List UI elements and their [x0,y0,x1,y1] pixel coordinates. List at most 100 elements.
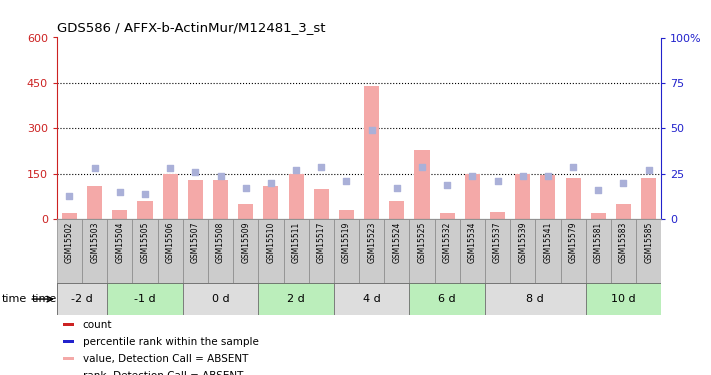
Bar [82,219,107,283]
Text: GSM15505: GSM15505 [141,222,149,263]
Text: GSM15579: GSM15579 [569,222,577,263]
Bar [57,219,82,283]
Text: 8 d: 8 d [526,294,544,304]
Bar [415,150,429,219]
Text: GSM15532: GSM15532 [443,222,451,263]
Bar [339,210,354,219]
Bar [410,219,434,283]
Bar [132,219,158,283]
Text: value, Detection Call = ABSENT: value, Detection Call = ABSENT [83,354,248,364]
Bar [163,174,178,219]
Bar [465,174,480,219]
Text: GSM15581: GSM15581 [594,222,603,263]
Bar [636,219,661,283]
Point [567,164,579,170]
Bar [334,219,359,283]
Text: count: count [83,320,112,330]
Point [114,189,126,195]
Point [618,180,629,186]
Text: GSM15517: GSM15517 [317,222,326,263]
Text: percentile rank within the sample: percentile rank within the sample [83,337,259,347]
Bar [107,283,183,315]
Bar [591,213,606,219]
Bar [439,213,455,219]
Bar [63,323,74,326]
Text: GSM15537: GSM15537 [493,222,502,263]
Text: GSM15502: GSM15502 [65,222,74,263]
Bar [63,357,74,360]
Bar [434,219,460,283]
Text: GSM15504: GSM15504 [115,222,124,263]
Bar [183,283,258,315]
Text: 2 d: 2 d [287,294,305,304]
Point [139,191,151,197]
Bar [611,219,636,283]
Point [466,173,478,179]
Text: GSM15506: GSM15506 [166,222,175,263]
Text: GSM15503: GSM15503 [90,222,99,263]
Point [316,164,327,170]
Bar [515,174,530,219]
Text: GSM15510: GSM15510 [267,222,275,263]
Text: GSM15583: GSM15583 [619,222,628,263]
Bar [87,186,102,219]
Text: 0 d: 0 d [212,294,230,304]
Bar [183,219,208,283]
Point [64,193,75,199]
Bar [485,283,586,315]
Bar [616,204,631,219]
Point [542,173,554,179]
Text: GSM15523: GSM15523 [367,222,376,263]
Text: GSM15539: GSM15539 [518,222,528,263]
Point [366,127,378,133]
Bar [389,201,405,219]
Text: GSM15534: GSM15534 [468,222,477,263]
Bar [410,283,485,315]
Bar [586,283,661,315]
Text: 10 d: 10 d [611,294,636,304]
Point [215,173,226,179]
Text: 4 d: 4 d [363,294,380,304]
Bar [137,201,153,219]
Bar [485,219,510,283]
Bar [238,204,253,219]
Bar [535,219,560,283]
Bar [460,219,485,283]
Point [341,178,352,184]
Text: GSM15585: GSM15585 [644,222,653,263]
Bar [540,176,555,219]
Text: GSM15509: GSM15509 [241,222,250,263]
Bar [158,219,183,283]
Point [643,167,654,173]
Text: GSM15525: GSM15525 [417,222,427,263]
Bar [560,219,586,283]
Bar [284,219,309,283]
Text: -2 d: -2 d [71,294,93,304]
Text: time: time [31,294,57,304]
Bar [208,219,233,283]
Bar [62,213,77,219]
Bar [384,219,410,283]
Point [417,164,428,170]
Text: GSM15511: GSM15511 [292,222,301,263]
Bar [334,283,410,315]
Text: -1 d: -1 d [134,294,156,304]
Point [517,173,528,179]
Bar [309,219,334,283]
Bar [258,219,284,283]
Text: GSM15541: GSM15541 [543,222,552,263]
Text: rank, Detection Call = ABSENT: rank, Detection Call = ABSENT [83,371,243,375]
Point [89,165,100,171]
Text: GSM15507: GSM15507 [191,222,200,263]
Bar [258,283,334,315]
Bar [510,219,535,283]
Bar [359,219,384,283]
Bar [188,180,203,219]
Text: GSM15519: GSM15519 [342,222,351,263]
Point [592,187,604,193]
Bar [57,283,107,315]
Bar [213,180,228,219]
Bar [641,178,656,219]
Bar [586,219,611,283]
Bar [263,186,279,219]
